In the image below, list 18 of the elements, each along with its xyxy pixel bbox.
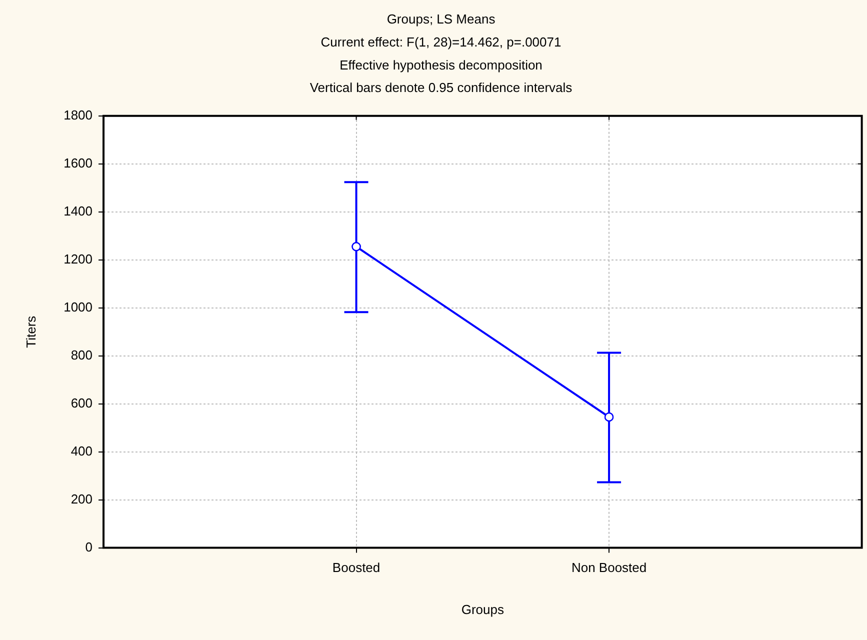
x-tick-label: Non Boosted: [571, 560, 647, 576]
chart-subtitle: Current effect: F(1, 28)=14.462, p=.00071: [320, 34, 562, 50]
x-axis-title: Groups: [461, 602, 504, 617]
y-tick-label: 1600: [64, 155, 93, 170]
y-tick-label: 1200: [64, 251, 93, 266]
y-tick-label: 0: [85, 539, 93, 554]
y-tick-label: 200: [70, 491, 93, 506]
chart-title: Groups; LS Means: [386, 11, 496, 26]
y-tick-label: 1400: [64, 203, 93, 218]
text: Effective hypothesis decomposition: [340, 57, 542, 72]
y-tick-label: 400: [70, 443, 93, 458]
x-tick-label: Boosted: [332, 560, 380, 576]
y-tick-label: 600: [70, 395, 93, 410]
y-tick-label: 1800: [64, 107, 93, 122]
y-tick-label: 800: [70, 347, 93, 362]
text: Vertical bars denote 0.95 confidence intervals: [310, 80, 573, 96]
y-tick-label: 1000: [64, 299, 93, 314]
y-axis-title: Titers: [23, 315, 38, 348]
